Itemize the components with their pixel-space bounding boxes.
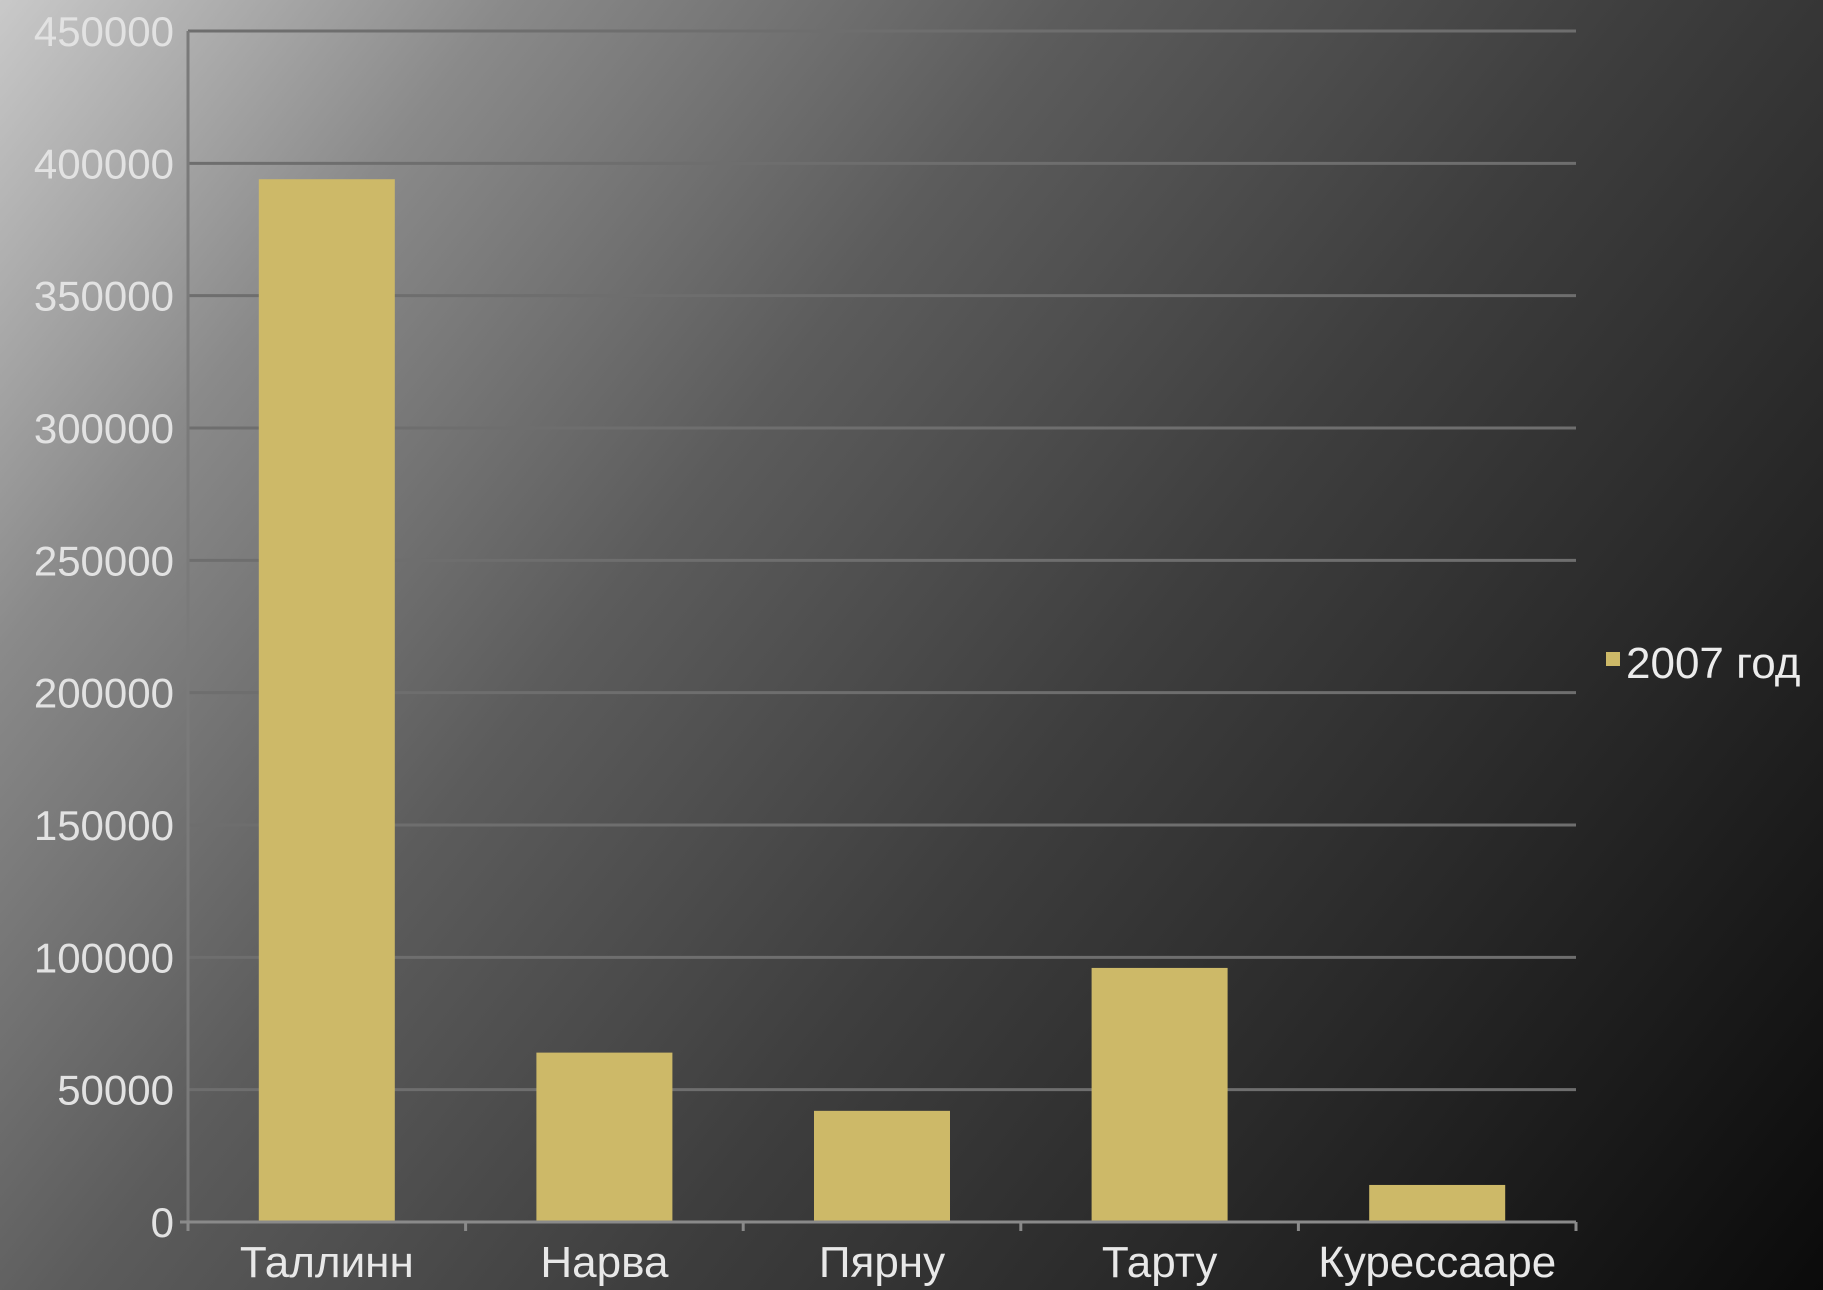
y-axis-ticks: 0 50000 100000 150000 200000 250000 300000 3500… — [34, 8, 174, 1246]
bar — [1091, 967, 1228, 1222]
x-category-label: Тарту — [1102, 1238, 1218, 1287]
bar — [536, 1052, 673, 1222]
x-category-label: Пярну — [819, 1238, 945, 1287]
legend: 2007 год — [1606, 639, 1800, 688]
bars — [258, 179, 1506, 1222]
y-tick-label: 0 — [151, 1199, 174, 1246]
y-tick-label: 100000 — [34, 934, 174, 981]
y-tick-label: 400000 — [34, 140, 174, 187]
y-tick-label: 300000 — [34, 405, 174, 452]
x-category-label: Таллинн — [240, 1238, 414, 1287]
x-axis: Таллинн Нарва Пярну Тарту Курессааре — [180, 1220, 1578, 1287]
y-tick-label: 250000 — [34, 537, 174, 584]
bar — [1369, 1184, 1506, 1222]
bar — [258, 179, 395, 1222]
bar — [814, 1110, 950, 1222]
y-tick-label: 450000 — [34, 8, 174, 55]
y-tick-label: 200000 — [34, 670, 174, 717]
legend-swatch — [1606, 652, 1620, 666]
y-tick-label: 350000 — [34, 273, 174, 320]
grid-lines — [186, 29, 1576, 1224]
legend-label: 2007 год — [1626, 639, 1800, 688]
y-tick-label: 150000 — [34, 802, 174, 849]
x-category-label: Курессааре — [1318, 1238, 1556, 1287]
y-tick-label: 50000 — [57, 1067, 174, 1114]
x-category-label: Нарва — [540, 1238, 669, 1287]
